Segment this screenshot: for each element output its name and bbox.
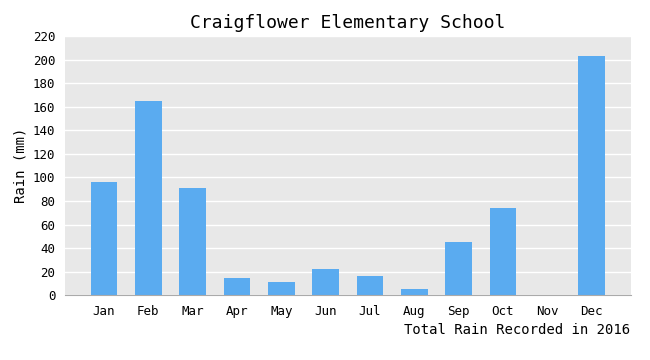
Bar [135,101,162,295]
Bar [91,182,117,295]
Y-axis label: Rain (mm): Rain (mm) [13,128,27,203]
Bar [179,188,206,295]
Bar [268,282,294,295]
Bar [224,278,250,295]
Bar [489,208,516,295]
X-axis label: Total Rain Recorded in 2016: Total Rain Recorded in 2016 [404,324,630,337]
Bar [357,276,384,295]
Bar [401,289,428,295]
Title: Craigflower Elementary School: Craigflower Elementary School [190,14,506,32]
Bar [445,242,472,295]
Bar [312,269,339,295]
Bar [578,56,604,295]
